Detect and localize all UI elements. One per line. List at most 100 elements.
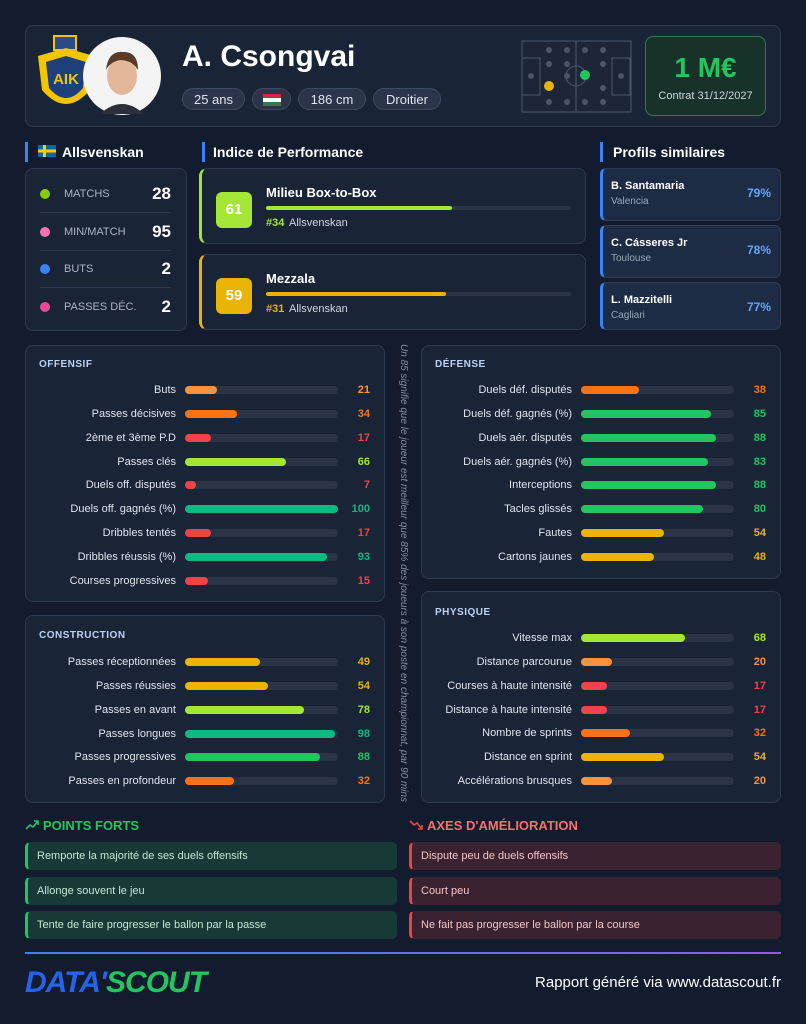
flag-sweden — [38, 145, 56, 157]
metric-track — [581, 386, 734, 394]
stat-divider — [40, 212, 171, 213]
profile-score: 61 — [216, 192, 252, 228]
point-item — [25, 842, 397, 870]
metric-label: Distance parcourue — [476, 655, 572, 668]
metric-label: Courses à haute intensité — [447, 679, 572, 692]
stat-icon — [40, 226, 50, 237]
metric-track — [581, 777, 734, 786]
metric-track — [185, 576, 338, 585]
note: Un 85 signifie que le joueur est meilleu… — [398, 343, 409, 803]
metric-label: Passes longues — [98, 727, 176, 740]
logo: DATA'SCOUT — [25, 966, 207, 1000]
stat-icon — [40, 189, 50, 199]
metric-track — [185, 409, 338, 418]
metric-label: Dribbles tentés — [102, 527, 176, 540]
metric-bar — [185, 576, 208, 585]
metric-bar — [185, 658, 260, 666]
metric-label: Passes en profondeur — [68, 775, 176, 788]
metric-bar — [185, 777, 234, 786]
metric-label: Passes progressives — [74, 751, 177, 764]
profile-score: 59 — [216, 278, 252, 314]
metric-label: Vitesse max — [512, 632, 572, 644]
point-text: Ne fait pas progresser le ballon par la … — [421, 919, 640, 931]
stat-divider — [40, 287, 171, 288]
similar-card — [600, 282, 781, 330]
metric-label: Passes réceptionnées — [67, 656, 176, 668]
league-name: Allsvenskan — [62, 144, 144, 160]
metric-track — [185, 777, 338, 786]
similar-name: C. Cásseres Jr — [611, 237, 688, 249]
logo-right: SCOUT — [106, 966, 207, 999]
metric-label: Courses progressives — [69, 574, 176, 587]
metric-label: Passes en avant — [94, 703, 176, 716]
metric-label: 2ème et 3ème P.D — [85, 431, 176, 444]
metric-bar — [185, 409, 238, 418]
metric-label: Buts — [153, 384, 176, 396]
point-item — [409, 876, 781, 905]
metric-value: 66 — [357, 455, 370, 468]
trend-up-icon — [25, 820, 39, 830]
profile-bar — [266, 292, 446, 296]
metric-bar — [185, 529, 211, 538]
metric-bar — [581, 777, 612, 786]
metric-label: Passes clés — [117, 455, 176, 468]
panel-title: DÉFENSE — [435, 359, 486, 370]
metric-value: 88 — [753, 431, 766, 444]
similar-pct: 79% — [746, 186, 771, 200]
metric-label: Duels off. gagnés (%) — [70, 503, 176, 516]
metric-value: 17 — [357, 527, 370, 540]
accent — [600, 142, 603, 162]
metric-bar — [581, 386, 640, 394]
metric-value: 20 — [753, 775, 766, 788]
similar-club: Cagliari — [611, 310, 645, 321]
metric-value: 93 — [357, 550, 370, 563]
stat-label: PASSES DÉC. — [64, 300, 137, 313]
profile-bar — [266, 206, 453, 210]
metric-bar — [581, 433, 716, 442]
point-item — [409, 842, 781, 870]
metric-value: 80 — [753, 503, 766, 516]
player-name: A. Csongvai — [182, 40, 356, 73]
metric-label: Distance à haute intensité — [445, 703, 572, 716]
similar-name: L. Mazzitelli — [611, 294, 673, 306]
player-photo — [83, 37, 161, 115]
metric-value: 88 — [357, 751, 370, 764]
stat-label: MIN/MATCH — [64, 225, 126, 238]
similar-club: Valencia — [611, 196, 649, 207]
metric-label: Interceptions — [509, 479, 572, 492]
metric-label: Fautes — [538, 527, 572, 540]
metric-bar — [185, 753, 320, 762]
metric-value: 48 — [753, 550, 766, 563]
metric-value: 34 — [357, 407, 370, 420]
metric-value: 32 — [357, 775, 370, 788]
metric-value: 21 — [357, 384, 370, 396]
section-title: Indice de Performance — [213, 144, 364, 160]
similar-club: Toulouse — [611, 253, 652, 264]
metric-value: 17 — [753, 679, 766, 692]
metric-panel — [421, 591, 781, 803]
metric-bar — [581, 505, 704, 514]
metric-value: 17 — [357, 431, 370, 444]
value-card — [645, 36, 766, 116]
trend-down-icon — [409, 820, 423, 830]
metric-label: Distance en sprint — [483, 751, 572, 764]
stat-value: 95 — [152, 221, 171, 241]
metric-value: 32 — [753, 727, 766, 740]
metric-label: Duels aér. disputés — [478, 431, 572, 444]
metric-track — [581, 705, 734, 714]
metric-value: 17 — [753, 703, 766, 716]
profile-name: Mezzala — [266, 271, 316, 286]
height-chip: 186 cm — [298, 88, 366, 110]
metric-value: 20 — [753, 655, 766, 668]
contract: Contrat 31/12/2027 — [658, 90, 753, 102]
stat-value: 2 — [161, 259, 171, 278]
metric-value: 88 — [753, 479, 766, 492]
panel-title: OFFENSIF — [39, 359, 93, 370]
metric-value: 7 — [363, 479, 370, 492]
metric-value: 83 — [753, 455, 766, 468]
metric-value: 15 — [357, 574, 370, 587]
profile-name: Milieu Box-to-Box — [266, 185, 377, 200]
stat-divider — [40, 249, 171, 251]
panel-title: CONSTRUCTION — [39, 630, 126, 641]
flag-chip — [252, 88, 291, 110]
